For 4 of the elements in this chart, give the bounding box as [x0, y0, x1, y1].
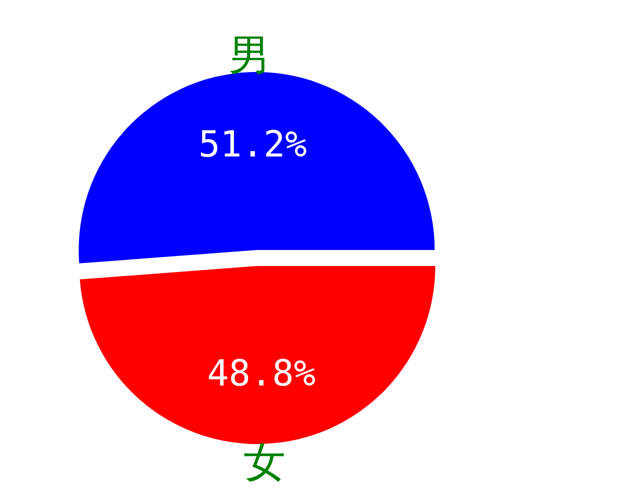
- data-label: 48.8%: [207, 354, 316, 395]
- data-label: 51.2%: [198, 124, 308, 166]
- slice-label: 女: [244, 438, 286, 487]
- slice-label: 男: [228, 30, 270, 80]
